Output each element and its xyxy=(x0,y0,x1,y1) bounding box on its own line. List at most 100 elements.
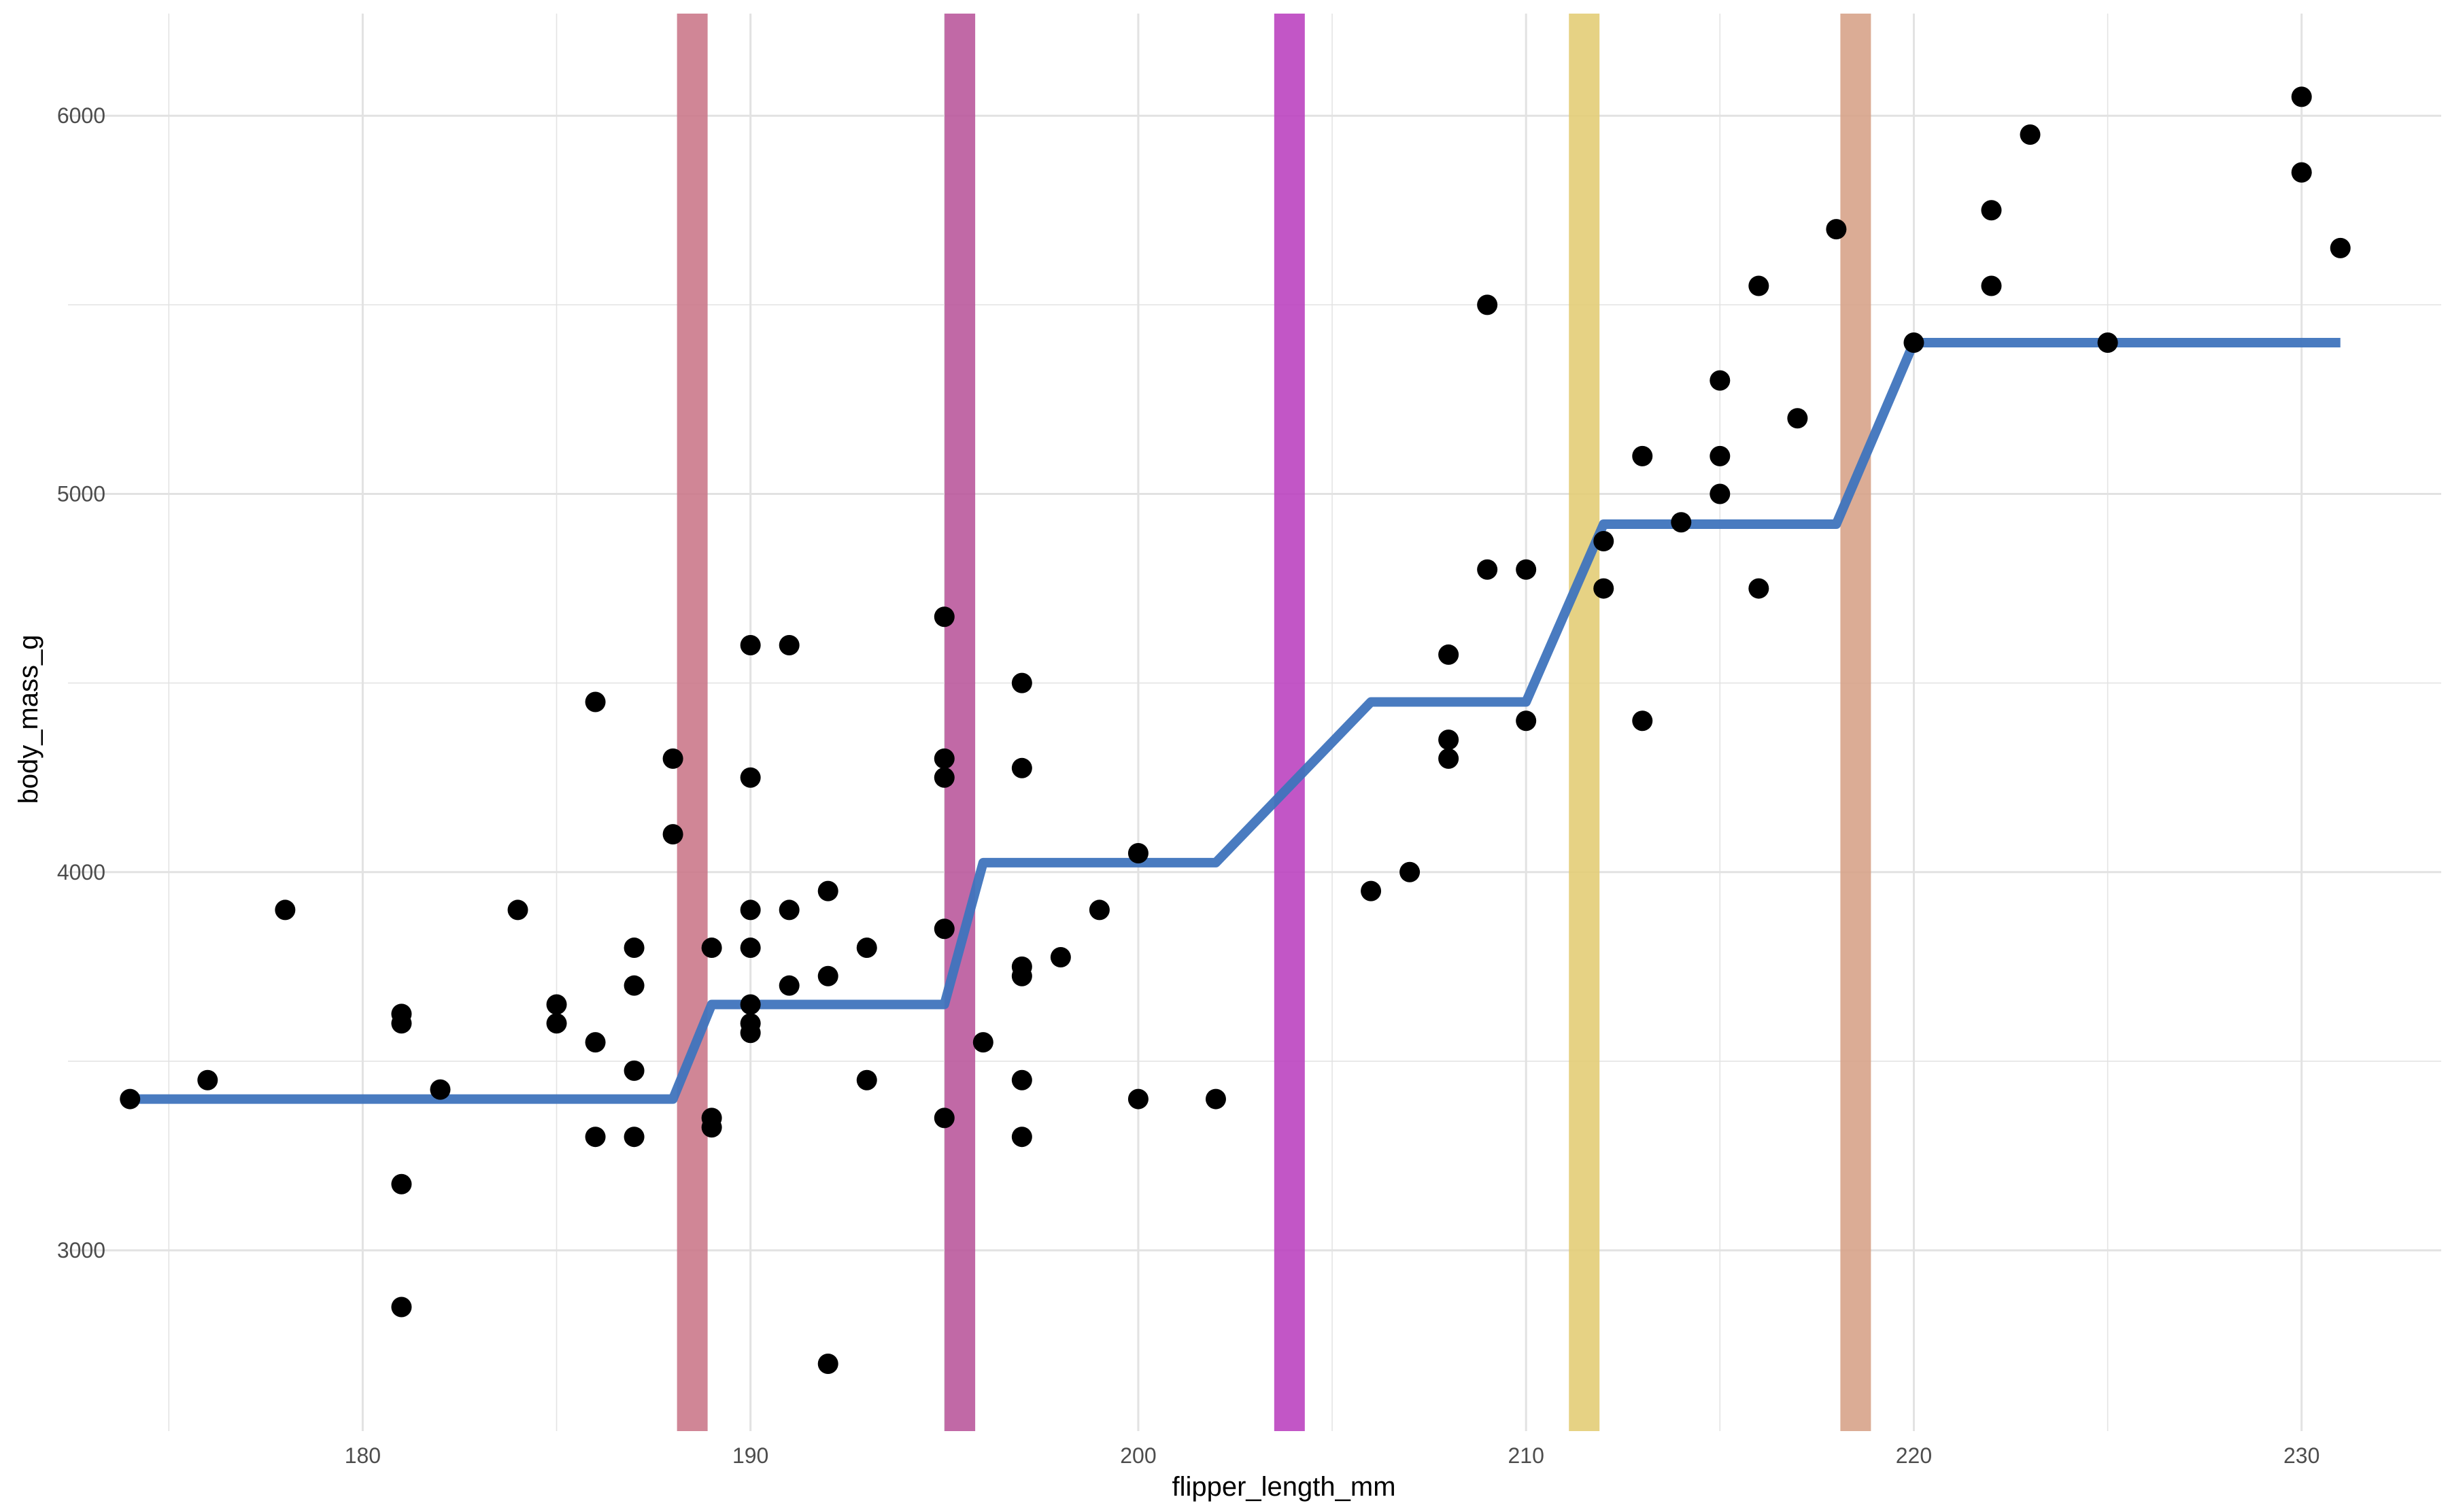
data-point xyxy=(1593,578,1614,599)
data-point xyxy=(662,748,683,769)
data-point xyxy=(1205,1088,1226,1110)
data-point xyxy=(817,880,838,901)
x-tick-label: 220 xyxy=(1896,1443,1932,1468)
data-point xyxy=(1011,1127,1032,1148)
data-point xyxy=(1011,1069,1032,1090)
data-point xyxy=(1127,1088,1149,1110)
data-point xyxy=(934,918,955,940)
data-point xyxy=(1399,861,1421,882)
fit-line xyxy=(130,337,2341,1104)
highlight-band xyxy=(1840,14,1871,1431)
data-point xyxy=(1981,275,2002,296)
data-point xyxy=(934,748,955,769)
data-point xyxy=(1516,710,1537,732)
data-point xyxy=(391,1013,412,1034)
data-point xyxy=(740,938,761,959)
x-tick-labels: 180 190 200 210 220 230 xyxy=(345,1443,2320,1468)
highlight-band xyxy=(677,14,708,1431)
data-point xyxy=(934,1107,955,1129)
data-point xyxy=(1011,757,1032,778)
data-point xyxy=(740,899,761,921)
data-point xyxy=(624,1127,645,1148)
data-point xyxy=(1787,408,1808,429)
grid-minor xyxy=(68,14,2441,1431)
data-point xyxy=(1826,219,1847,240)
data-point xyxy=(779,635,800,656)
data-point xyxy=(1477,559,1498,580)
x-axis-title: flipper_length_mm xyxy=(1172,1472,1395,1502)
data-point xyxy=(1438,644,1459,665)
x-tick-label: 190 xyxy=(732,1443,768,1468)
data-point xyxy=(1903,332,1924,353)
data-point xyxy=(1438,748,1459,769)
data-point xyxy=(1361,880,1382,901)
highlight-band xyxy=(1569,14,1600,1431)
data-point xyxy=(585,691,606,712)
y-tick-label: 5000 xyxy=(57,481,105,506)
data-point xyxy=(1748,578,1769,599)
data-point xyxy=(2020,124,2041,145)
data-point xyxy=(934,606,955,628)
data-point xyxy=(1050,946,1071,967)
data-point xyxy=(934,767,955,788)
data-point xyxy=(740,767,761,788)
data-point xyxy=(2330,237,2351,258)
data-point xyxy=(120,1088,141,1110)
data-point xyxy=(972,1032,993,1053)
data-point xyxy=(701,938,722,959)
data-point xyxy=(856,938,877,959)
y-tick-labels: 3000 4000 5000 6000 xyxy=(57,103,105,1262)
data-point xyxy=(1477,294,1498,315)
data-point xyxy=(2291,86,2312,107)
data-point xyxy=(1632,445,1653,466)
grid-major xyxy=(68,14,2441,1431)
data-point xyxy=(856,1069,877,1090)
data-point xyxy=(197,1069,218,1090)
data-point xyxy=(779,899,800,921)
data-point xyxy=(817,1353,838,1374)
data-point xyxy=(1593,531,1614,552)
y-tick-label: 6000 xyxy=(57,103,105,128)
x-tick-label: 210 xyxy=(1508,1443,1544,1468)
data-point xyxy=(585,1032,606,1053)
data-point xyxy=(1438,729,1459,751)
y-tick-label: 4000 xyxy=(57,860,105,884)
data-point xyxy=(1710,483,1731,504)
data-point xyxy=(740,635,761,656)
data-point xyxy=(1089,899,1110,921)
data-point xyxy=(507,899,528,921)
data-point xyxy=(817,965,838,986)
data-point xyxy=(1011,965,1032,986)
data-point xyxy=(546,994,567,1015)
data-point xyxy=(275,899,296,921)
scatter-points xyxy=(120,86,2351,1374)
data-point xyxy=(624,975,645,996)
data-point xyxy=(740,1023,761,1044)
x-tick-label: 180 xyxy=(345,1443,381,1468)
data-point xyxy=(1981,200,2002,221)
data-point xyxy=(1710,370,1731,391)
highlight-bands xyxy=(677,14,1871,1431)
x-tick-label: 200 xyxy=(1120,1443,1156,1468)
data-point xyxy=(701,1117,722,1138)
data-point xyxy=(1011,672,1032,693)
data-point xyxy=(391,1173,412,1195)
y-axis-title: body_mass_g xyxy=(14,634,44,804)
data-point xyxy=(2097,332,2118,353)
data-point xyxy=(624,1060,645,1081)
data-point xyxy=(1748,275,1769,296)
y-tick-label: 3000 xyxy=(57,1238,105,1262)
data-point xyxy=(1671,512,1692,533)
highlight-band xyxy=(1274,14,1305,1431)
data-point xyxy=(391,1296,412,1318)
data-point xyxy=(430,1079,451,1100)
highlight-band xyxy=(945,14,976,1431)
data-point xyxy=(585,1127,606,1148)
data-point xyxy=(740,994,761,1015)
data-point xyxy=(1632,710,1653,732)
data-point xyxy=(779,975,800,996)
data-point xyxy=(546,1013,567,1034)
x-tick-label: 230 xyxy=(2283,1443,2319,1468)
data-point xyxy=(1127,842,1149,863)
data-point xyxy=(1516,559,1537,580)
